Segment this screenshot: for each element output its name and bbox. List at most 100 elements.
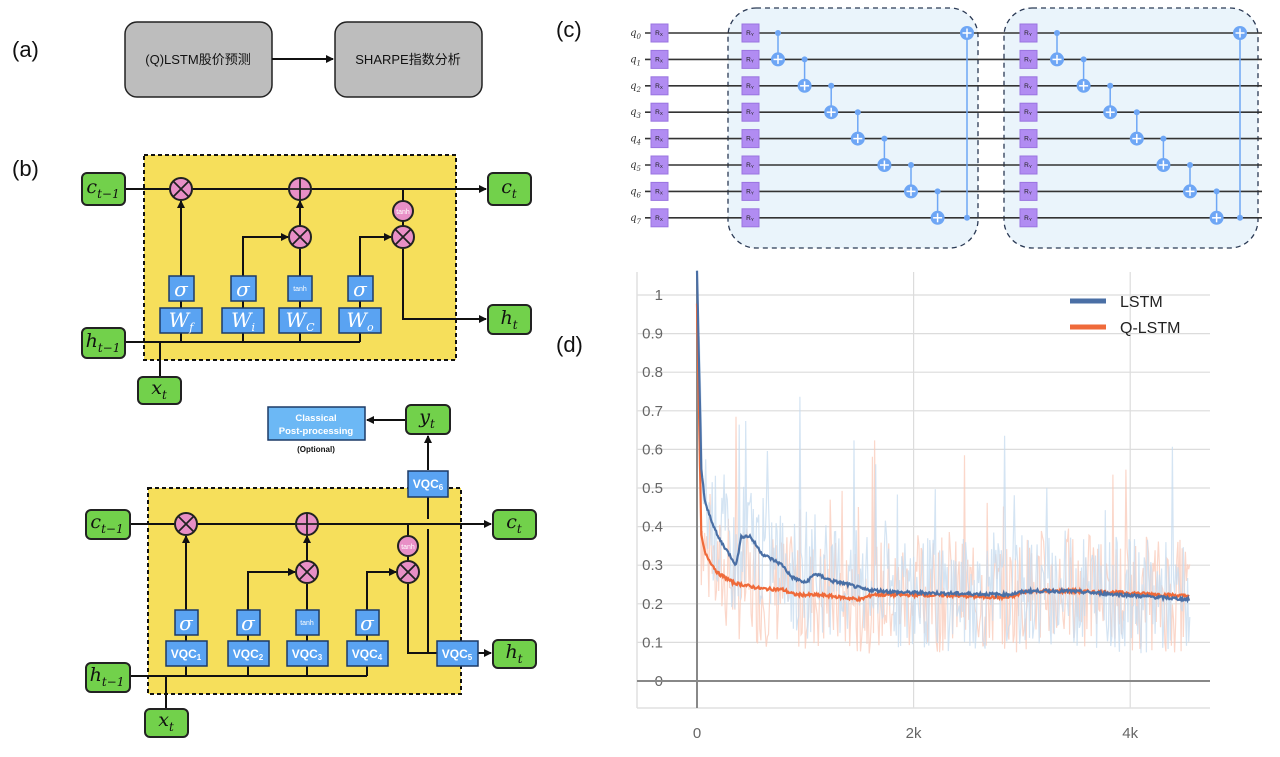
panel-label-c: (c) <box>556 17 582 42</box>
sigma-box <box>174 609 199 636</box>
vqc-box-5 <box>436 640 479 667</box>
node-label: ct <box>506 511 522 536</box>
rx-gate <box>650 129 669 149</box>
tanh-op-label: tanh <box>401 544 415 551</box>
weight-box-f <box>159 307 203 334</box>
cnot-gate <box>771 30 785 67</box>
ry-gate <box>741 181 760 201</box>
y-tick-label: 0.7 <box>642 403 663 420</box>
cnot-gate <box>930 188 945 225</box>
multiply-op-icon <box>169 177 193 201</box>
multiply-op-icon <box>288 225 312 249</box>
sigma-box <box>347 275 374 302</box>
tanh-box <box>295 609 320 636</box>
ry-gate-label: RY <box>746 56 754 63</box>
node-c-next <box>492 509 537 540</box>
control-dot <box>775 30 781 36</box>
node-y <box>405 404 451 435</box>
legend-label: Q-LSTM <box>1120 320 1180 337</box>
rx-gate <box>650 208 669 228</box>
control-dot <box>854 109 861 116</box>
control-dot <box>1160 135 1167 142</box>
ry-gate <box>741 129 760 149</box>
y-tick-label: 0.9 <box>642 326 663 343</box>
rx-gate-label: RX <box>655 56 663 63</box>
vqc-box-2 <box>227 640 270 667</box>
tanh-label: tanh <box>300 620 314 627</box>
ry-gate <box>741 102 760 122</box>
rx-gate-label: RX <box>655 188 663 195</box>
flow-step2-label: SHARPE指数分析 <box>355 52 460 67</box>
control-dot <box>1187 162 1193 168</box>
ry-gate-label: RY <box>1024 109 1032 116</box>
add-op-icon <box>288 177 312 201</box>
weight-label: WC <box>286 308 316 334</box>
x-tick-label: 4k <box>1122 725 1138 742</box>
cnot-gate <box>960 26 974 221</box>
control-dot <box>828 82 835 89</box>
tanh-box <box>287 275 313 302</box>
tanh-label: tanh <box>293 286 307 293</box>
ry-gate <box>1019 208 1038 228</box>
panel-label-b: (b) <box>12 156 39 181</box>
sigma-label: σ <box>353 277 368 301</box>
control-dot <box>1107 82 1114 89</box>
loss-chart: 00.10.20.30.40.50.60.70.80.9102k4kLSTMQ-… <box>636 270 1210 742</box>
weight-box-o <box>338 307 382 334</box>
sigma-box <box>355 609 380 636</box>
node-label: ht <box>500 307 517 332</box>
sigma-label: σ <box>174 277 189 301</box>
qubit-label: q7 <box>630 213 641 226</box>
node-h-prev <box>81 327 126 359</box>
cnot-gate <box>1156 135 1171 172</box>
node-c-prev <box>81 172 126 206</box>
x-tick-label: 0 <box>693 725 701 742</box>
ry-gate <box>1019 49 1038 69</box>
node-label: xt <box>158 709 174 734</box>
optional-note: (Optional) <box>297 445 335 454</box>
input-gate-arrow <box>242 233 289 276</box>
y-tick-label: 0.6 <box>642 441 663 458</box>
cnot-gate <box>797 56 812 93</box>
x-tick-label: 2k <box>906 725 922 742</box>
ry-gate-label: RY <box>746 162 754 169</box>
cnot-gate <box>877 135 892 172</box>
ry-gate-label: RY <box>746 215 754 222</box>
classical-post-processing-box <box>267 406 366 441</box>
rx-gate-label: RX <box>655 215 663 222</box>
rx-gate <box>650 76 669 96</box>
cnot-gate <box>1103 82 1118 120</box>
ry-gate <box>1019 129 1038 149</box>
cnot-gate <box>1129 109 1144 146</box>
sigma-label: σ <box>360 611 375 635</box>
qubit-label: q5 <box>630 160 641 173</box>
y-tick-label: 0.5 <box>642 480 663 497</box>
quantum-circuit: q0 RX RY RY q1 RX RY RY q2 RX RY RY q3 RX RY RY q4 RX RY RY… <box>630 7 1262 249</box>
vqc-box-4 <box>346 640 389 667</box>
qubit-label: q3 <box>630 107 641 120</box>
rx-gate <box>650 49 669 69</box>
node-label: ct <box>501 176 517 201</box>
cnot-gate <box>824 82 839 120</box>
rx-gate-label: RX <box>655 136 663 143</box>
rx-gate-label: RX <box>655 83 663 90</box>
rx-gate-label: RX <box>655 109 663 116</box>
y-tick-label: 0.4 <box>642 519 663 536</box>
y-tick-label: 0.8 <box>642 364 663 381</box>
node-h-next <box>487 304 532 335</box>
weight-box-i <box>221 307 265 334</box>
raw-series-q-lstm <box>697 363 1191 654</box>
vqc-box-3 <box>286 640 329 667</box>
sigma-box <box>236 609 261 636</box>
node-label: ht−1 <box>90 664 125 689</box>
control-dot <box>964 214 970 221</box>
cnot-gate <box>1233 26 1247 221</box>
ry-gate-label: RY <box>746 83 754 90</box>
sigma-label: σ <box>236 277 251 301</box>
y-tick-label: 0.3 <box>642 557 663 574</box>
control-dot <box>1080 56 1087 63</box>
ry-gate <box>741 155 760 175</box>
rx-gate <box>650 155 669 175</box>
flow-step1-label: (Q)LSTM股价预测 <box>145 52 250 67</box>
node-label: yt <box>418 406 435 431</box>
